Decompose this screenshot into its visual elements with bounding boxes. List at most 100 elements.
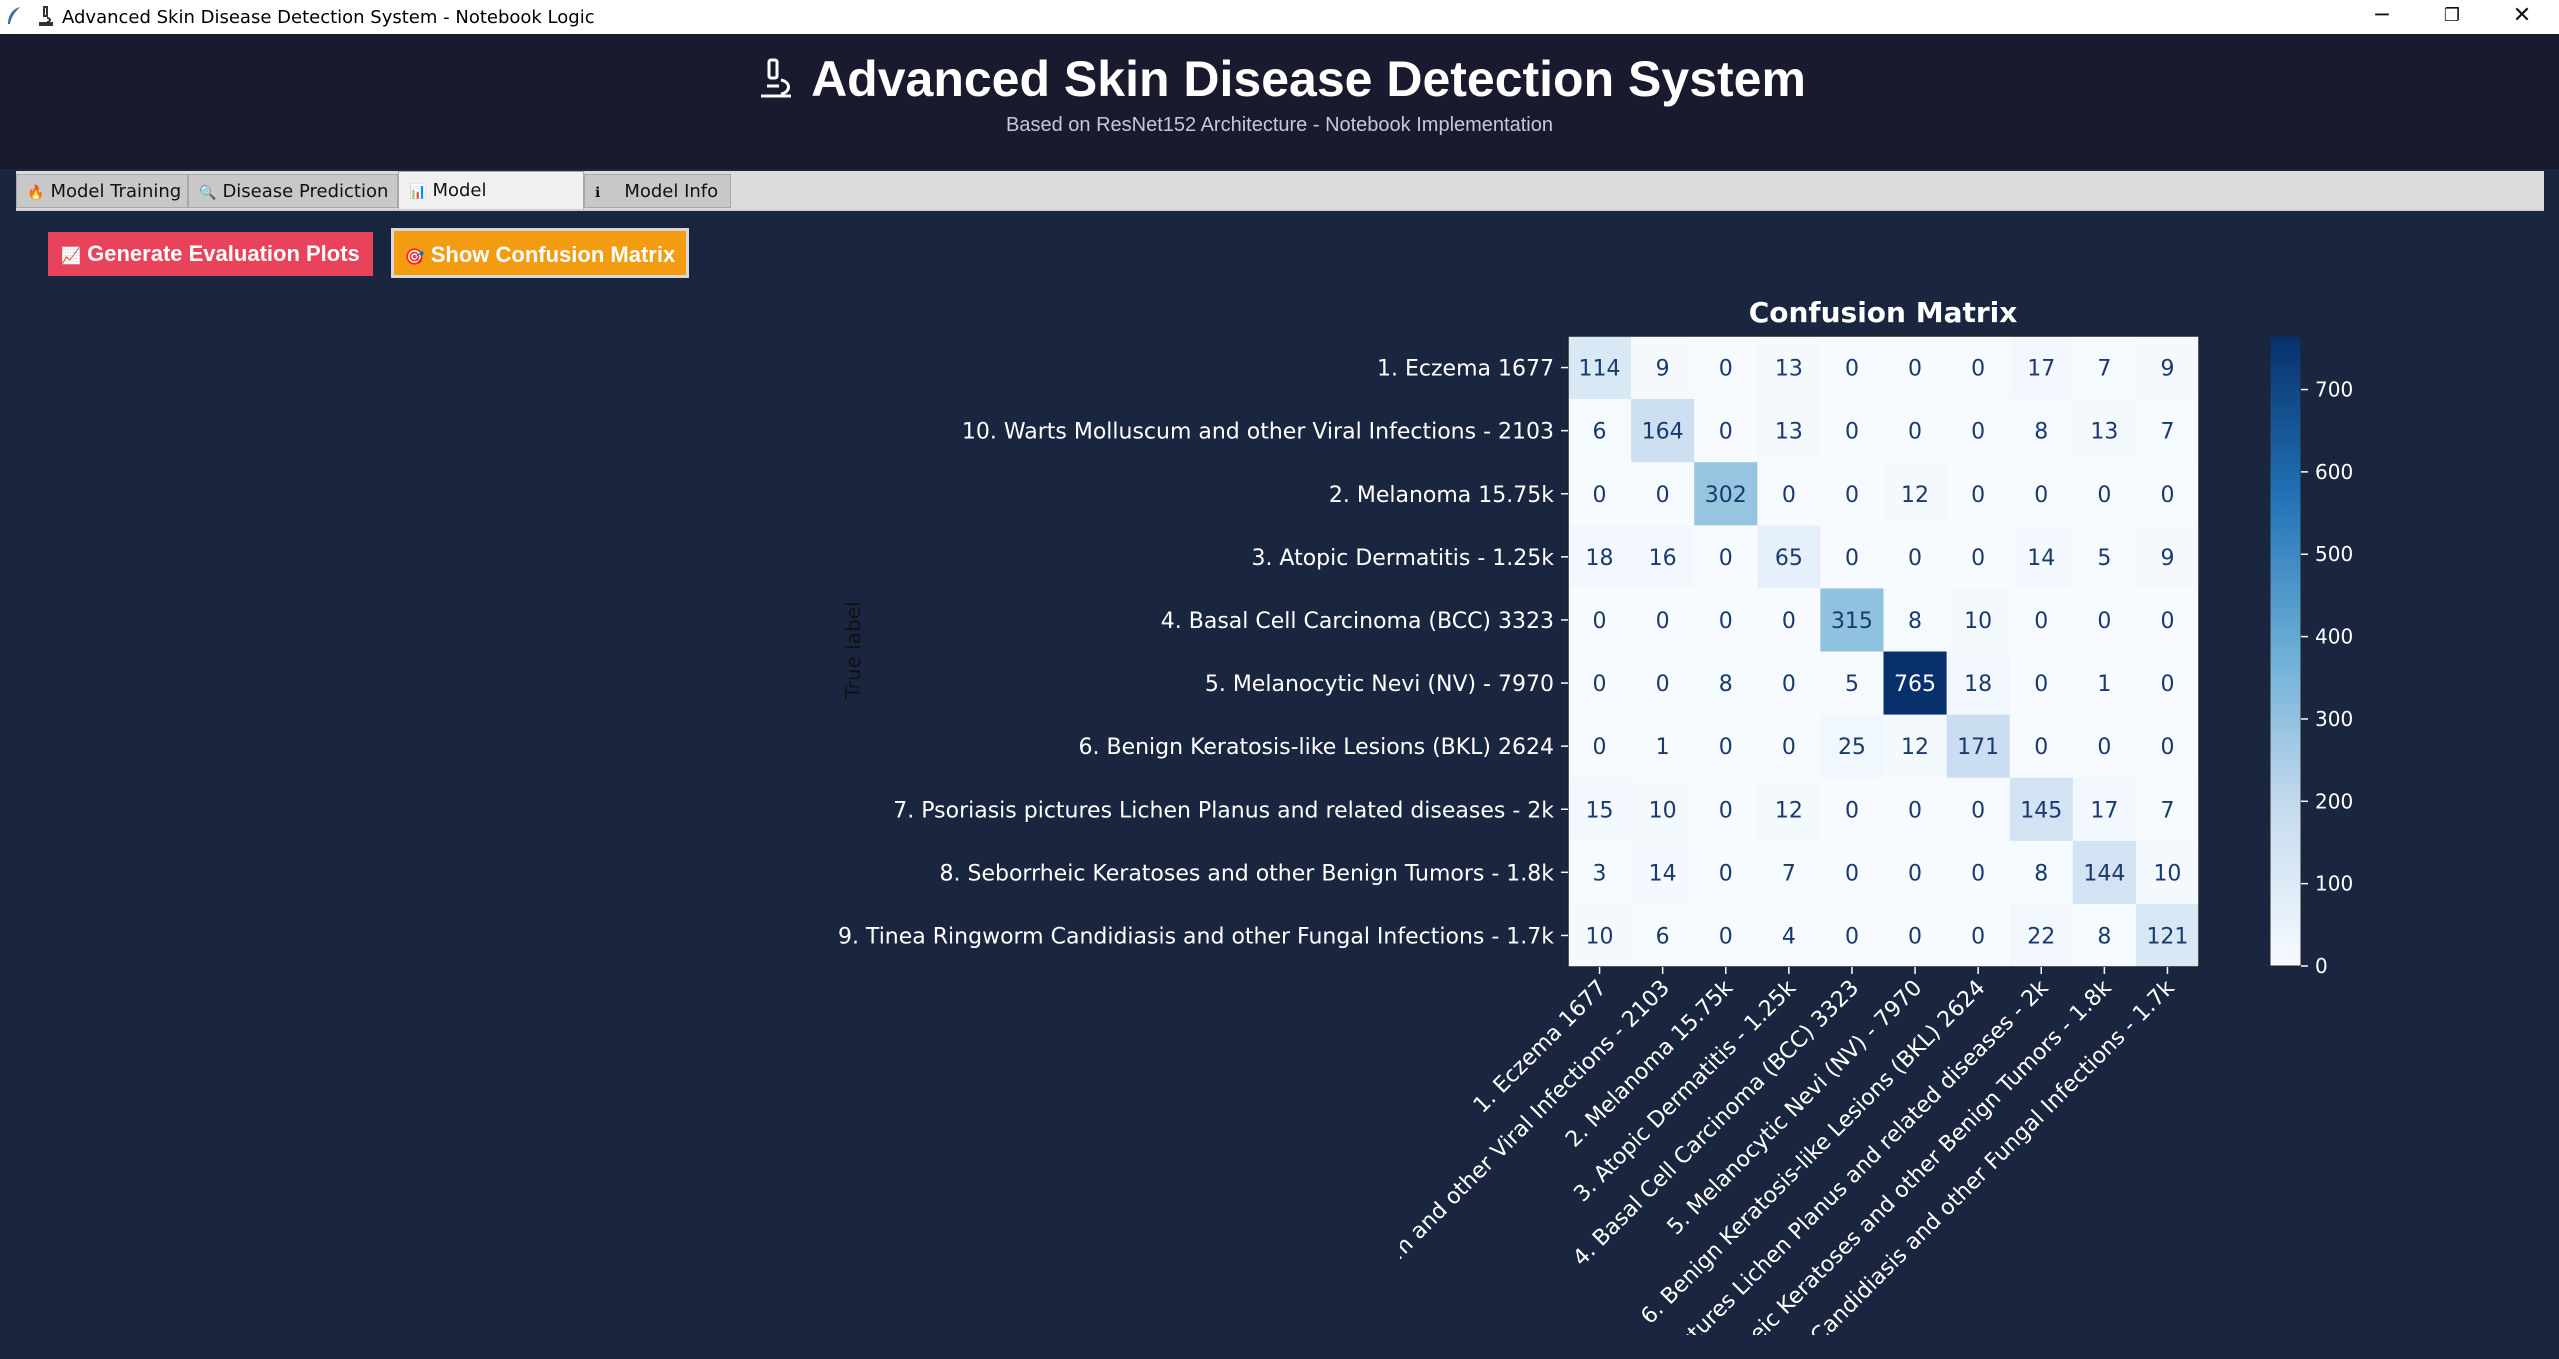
cell-value: 171	[1957, 735, 1999, 760]
matrix-cell	[1757, 651, 1821, 716]
matrix-cell	[1757, 525, 1821, 589]
colorbar-tick-label: 300	[2315, 707, 2353, 731]
generate-evaluation-plots-button[interactable]: 📈 Generate Evaluation Plots	[48, 232, 373, 276]
cell-value: 18	[1964, 672, 1992, 697]
cell-value: 0	[1971, 420, 1985, 445]
cell-value: 0	[1845, 357, 1859, 382]
target-icon: 🎯	[404, 249, 425, 266]
cell-value: 7	[2160, 420, 2174, 445]
cell-value: 12	[1775, 798, 1803, 823]
cell-value: 0	[1782, 483, 1796, 508]
show-confusion-matrix-button[interactable]: 🎯 Show Confusion Matrix	[391, 228, 689, 278]
cell-value: 14	[2027, 546, 2055, 571]
matrix-cell	[1631, 651, 1695, 716]
cell-value: 17	[2027, 357, 2055, 382]
y-tick-label: 4. Basal Cell Carcinoma (BCC) 3323	[1161, 609, 1554, 634]
cell-value: 13	[2090, 420, 2118, 445]
cell-value: 0	[1971, 798, 1985, 823]
close-button[interactable]: ✕	[2512, 3, 2532, 28]
cell-value: 0	[2160, 735, 2174, 760]
matrix-cell	[1568, 525, 1632, 589]
cell-value: 144	[2083, 861, 2125, 886]
cell-value: 0	[1719, 861, 1733, 886]
cell-value: 0	[1782, 735, 1796, 760]
chart-icon: 📈	[61, 248, 82, 265]
cell-value: 8	[2097, 924, 2111, 949]
cell-value: 315	[1831, 609, 1873, 634]
cell-value: 0	[1656, 672, 1670, 697]
matrix-cell	[2135, 336, 2200, 400]
matrix-cell	[2135, 525, 2200, 589]
colorbar-tick-label: 600	[2315, 460, 2353, 484]
cell-value: 0	[1845, 546, 1859, 571]
matrix-cell	[1757, 714, 1821, 779]
window-title: Advanced Skin Disease Detection System -…	[62, 7, 595, 28]
matrix-cell	[1694, 777, 1758, 842]
cell-value: 0	[2097, 735, 2111, 760]
matrix-cell	[1820, 714, 1884, 779]
cell-value: 6	[1656, 924, 1670, 949]
matrix-cell	[1568, 588, 1632, 652]
y-axis-label: True label	[841, 601, 865, 699]
cell-value: 6	[1593, 420, 1607, 445]
cell-value: 12	[1901, 483, 1929, 508]
matrix-cell	[1757, 588, 1821, 652]
matrix-cell	[2135, 714, 2200, 779]
matrix-cell	[1946, 462, 2011, 526]
matrix-cell	[1694, 399, 1758, 463]
matrix-cell	[1883, 525, 1948, 589]
matrix-cell	[2009, 903, 2074, 968]
matrix-cell	[1883, 903, 1948, 968]
cell-value: 0	[1971, 357, 1985, 382]
cell-value: 0	[1719, 420, 1733, 445]
cell-value: 0	[1971, 924, 1985, 949]
cell-value: 13	[1775, 357, 1803, 382]
tab-label: Disease Prediction	[222, 181, 389, 202]
cell-value: 0	[1845, 924, 1859, 949]
tab-disease-prediction[interactable]: 🔍 Disease Prediction	[188, 174, 398, 208]
cell-value: 7	[2097, 357, 2111, 382]
minimize-button[interactable]: ─	[2375, 3, 2389, 28]
cell-value: 0	[2034, 609, 2048, 634]
restore-button[interactable]: ❐	[2443, 5, 2461, 26]
microscope-icon	[753, 54, 797, 112]
cell-value: 0	[1719, 798, 1733, 823]
cell-value: 0	[1908, 420, 1922, 445]
matrix-cell	[1946, 399, 2011, 463]
matrix-cell	[1694, 903, 1758, 968]
matrix-cell	[1694, 714, 1758, 779]
matrix-cell	[1694, 840, 1758, 905]
cell-value: 22	[2027, 924, 2055, 949]
magnifier-icon: 🔍	[199, 185, 217, 201]
matrix-cell	[2135, 651, 2200, 716]
matrix-cell	[1883, 714, 1948, 779]
cell-value: 0	[2160, 609, 2174, 634]
colorbar-tick-label: 500	[2315, 542, 2353, 566]
cell-value: 0	[2097, 483, 2111, 508]
matrix-cell	[1946, 651, 2011, 716]
cell-value: 0	[1719, 735, 1733, 760]
matrix-cell	[1946, 840, 2011, 905]
tab-model-training[interactable]: 🔥 Model Training	[16, 174, 188, 208]
cell-value: 0	[1719, 609, 1733, 634]
microscope-icon	[36, 6, 54, 31]
colorbar-tick-label: 400	[2315, 625, 2353, 649]
matrix-cell	[2072, 714, 2137, 779]
cell-value: 17	[2090, 798, 2118, 823]
matrix-cell	[2072, 777, 2137, 842]
matrix-cell	[1883, 777, 1948, 842]
tab-label: Model Info	[624, 181, 719, 202]
tab-model-info[interactable]: ℹ Model Info	[584, 174, 731, 208]
matrix-cell	[1757, 336, 1821, 400]
matrix-cell	[1757, 462, 1821, 526]
matrix-cell	[1568, 336, 1632, 400]
matrix-cell	[2009, 525, 2074, 589]
y-tick-label: 10. Warts Molluscum and other Viral Infe…	[962, 420, 1554, 445]
matrix-cell	[1631, 903, 1695, 968]
cell-value: 0	[1782, 609, 1796, 634]
matrix-cell	[1820, 840, 1884, 905]
cell-value: 0	[1908, 924, 1922, 949]
cell-value: 0	[1845, 798, 1859, 823]
cell-value: 65	[1775, 546, 1803, 571]
info-icon: ℹ	[595, 185, 601, 201]
